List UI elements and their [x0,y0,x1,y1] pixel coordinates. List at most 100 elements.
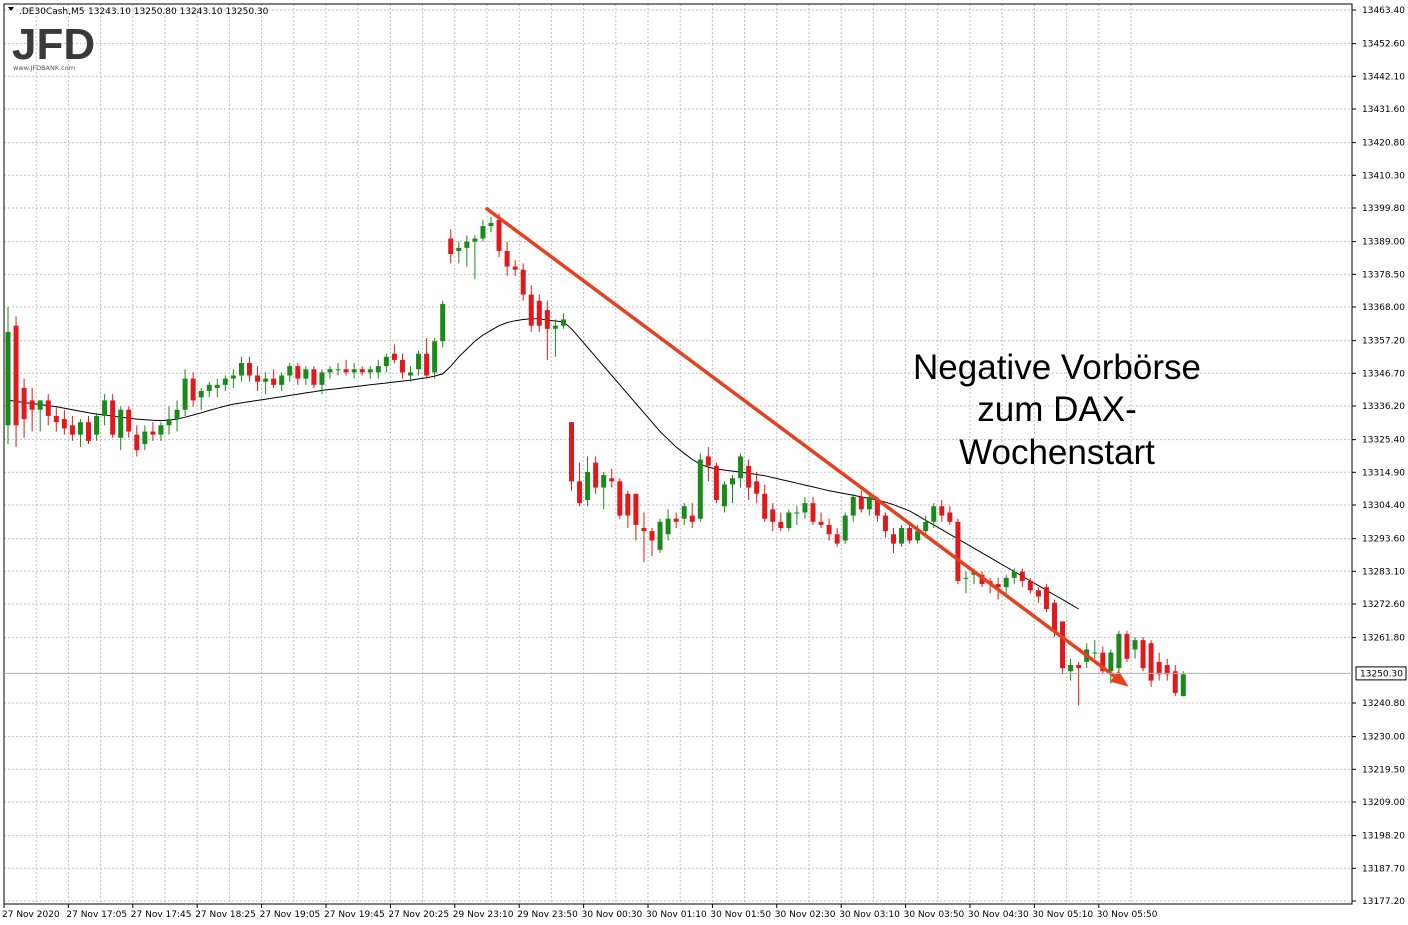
y-tick-label: 13325.40 [1362,436,1405,446]
candle [842,512,848,544]
ohlc-label: 13243.10 13250.80 13243.10 13250.30 [88,7,269,17]
candle-body [891,534,896,544]
candle [142,425,148,451]
candle [295,363,301,385]
candle-body [206,384,212,392]
candle [778,512,784,532]
candle-body [287,366,293,376]
candle [134,425,140,457]
candle-body [110,400,116,435]
candle [174,400,180,432]
candle [399,353,405,379]
candle [1092,640,1098,659]
candle-body [754,481,760,494]
candle-body [53,415,59,423]
candle-body [496,219,502,251]
candle [866,493,872,516]
candle-body [834,534,840,544]
x-tick-label: 27 Nov 18:25 [195,910,256,920]
candle-body [585,472,591,501]
candle-body [5,331,11,426]
candle [858,490,864,513]
candle-body [939,506,945,516]
candle-body [963,577,969,579]
candle-body [520,269,526,295]
x-tick-label: 27 Nov 17:45 [131,910,192,920]
annotation-line-2: zum DAX- [977,390,1136,429]
y-tick-label: 13463.40 [1362,6,1405,16]
candle-body [456,247,462,251]
candle [705,447,711,482]
candle-body [641,528,647,532]
candle-body [721,484,727,507]
moving-average-line [7,318,1079,610]
candle-body [13,325,19,426]
y-tick-label: 13336.20 [1362,402,1405,412]
candle [1060,621,1066,675]
candle-body [1011,571,1017,578]
candle [327,366,333,379]
candle [182,369,188,416]
candle-body [1180,674,1186,697]
candle [166,406,172,435]
candle [528,285,534,332]
candle-body [247,363,252,376]
candle-body [45,400,51,416]
candle [464,235,470,267]
candle [472,235,478,279]
candle-body [448,238,454,255]
candle-body [713,465,719,501]
candle [335,363,341,376]
candle [432,338,438,379]
candle-body [432,341,438,373]
candle [1035,587,1041,603]
candle [1027,577,1033,594]
candle-body [649,531,655,541]
annotation-line-3: Wochenstart [959,433,1155,472]
candle [560,313,566,329]
candle-body [472,238,478,242]
y-tick-label: 13240.80 [1362,699,1405,709]
candle [37,400,43,432]
candle [45,394,51,426]
grid [4,4,1352,904]
y-axis: 13463.40 13452.60 13442.10 13431.60 13420.80… [1352,6,1405,907]
plot-border [3,3,1353,905]
candle-body [182,378,188,410]
candle [198,387,204,410]
candle-body [1132,640,1138,650]
candle-body [593,462,599,488]
candle-body [1156,661,1162,675]
candle [1180,671,1186,697]
candle-body [263,378,269,382]
collapse-triangle-icon[interactable] [8,7,14,11]
candle-body [416,353,422,370]
price-badge-text: 13250.30 [1360,669,1403,679]
candle [754,472,760,504]
x-tick-label: 30 Nov 01:50 [710,910,771,920]
arrowhead-icon [1110,670,1129,687]
candle [512,260,518,276]
y-tick-label: 13230.00 [1362,733,1405,743]
candle-body [69,425,75,435]
candle [802,496,808,519]
candle [609,468,615,488]
candle-body [424,353,430,376]
candle-body [1164,665,1170,675]
x-tick-label: 30 Nov 04:30 [968,910,1029,920]
candle [673,512,679,529]
candle-body [391,353,397,360]
candle-body [762,493,768,519]
candle-body [383,356,389,367]
candle [601,472,607,510]
candle [585,456,591,507]
candle [61,409,67,435]
candle [713,462,719,504]
y-tick-label: 13177.20 [1362,897,1405,907]
candle-body [134,434,140,451]
candle-body [1108,652,1114,672]
y-tick-label: 13452.60 [1362,40,1405,50]
candle-body [770,509,776,522]
candle [593,456,599,494]
